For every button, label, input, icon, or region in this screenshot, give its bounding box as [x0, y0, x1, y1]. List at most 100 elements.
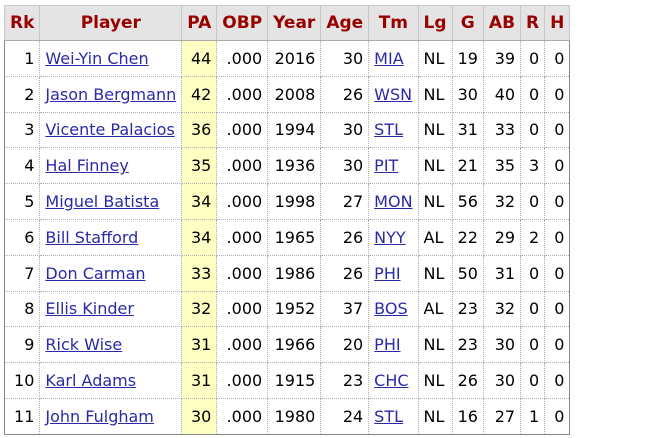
cell-rank: 5 [3, 183, 41, 220]
header-rank[interactable]: Rk [3, 5, 41, 41]
team-link[interactable]: NYY [374, 227, 406, 247]
cell-runs: 0 [520, 326, 546, 364]
cell-year: 2016 [267, 40, 322, 77]
cell-games: 50 [451, 254, 484, 292]
team-link[interactable]: MON [374, 192, 413, 212]
cell-hits: 0 [544, 75, 571, 113]
cell-hits: 0 [544, 111, 571, 149]
cell-age: 30 [320, 40, 370, 77]
cell-player: Wei-Yin Chen [39, 40, 183, 77]
player-link[interactable]: Vicente Palacios [45, 120, 175, 140]
cell-age: 37 [320, 290, 370, 328]
cell-rank: 3 [3, 111, 41, 149]
cell-team: CHC [368, 362, 419, 399]
player-link[interactable]: Karl Adams [45, 371, 137, 391]
cell-rank: 10 [3, 362, 41, 399]
header-at-bats[interactable]: AB [482, 5, 522, 41]
table-row: 11 John Fulgham 30.000 1980 24 STL NL 16 27 1 0 [3, 397, 571, 435]
team-link[interactable]: PHI [374, 335, 401, 355]
cell-year: 1936 [267, 147, 322, 185]
header-hits[interactable]: H [544, 5, 571, 41]
cell-player: Vicente Palacios [39, 111, 183, 149]
cell-year: 1915 [267, 362, 322, 399]
table-row: 6 Bill Stafford 34.000 1965 26 NYY AL 22 29 2 0 [3, 218, 571, 256]
player-link[interactable]: Hal Finney [45, 156, 129, 176]
team-link[interactable]: WSN [374, 84, 413, 104]
cell-rank: 8 [3, 290, 41, 328]
cell-at-bats: 29 [482, 218, 522, 256]
cell-runs: 1 [520, 397, 546, 435]
cell-hits: 0 [544, 218, 571, 256]
player-link[interactable]: Jason Bergmann [45, 84, 177, 104]
cell-rank: 6 [3, 218, 41, 256]
header-runs[interactable]: R [520, 5, 546, 41]
team-link[interactable]: PIT [374, 156, 399, 176]
cell-year: 1980 [267, 397, 322, 435]
player-link[interactable]: Miguel Batista [45, 192, 160, 212]
cell-games: 31 [451, 111, 484, 149]
player-link[interactable]: John Fulgham [45, 406, 154, 426]
team-link[interactable]: PHI [374, 263, 401, 283]
header-year[interactable]: Year [267, 5, 322, 41]
cell-player: Karl Adams [39, 362, 183, 399]
cell-age: 26 [320, 75, 370, 113]
cell-runs: 0 [520, 183, 546, 220]
header-league[interactable]: Lg [417, 5, 453, 41]
player-link[interactable]: Rick Wise [45, 335, 123, 355]
header-team[interactable]: Tm [368, 5, 419, 41]
cell-hits: 0 [544, 40, 571, 77]
cell-pa: 36 [181, 111, 218, 149]
cell-hits: 0 [544, 147, 571, 185]
header-games[interactable]: G [451, 5, 484, 41]
cell-hits: 0 [544, 254, 571, 292]
cell-rank: 4 [3, 147, 41, 185]
header-age[interactable]: Age [320, 5, 370, 41]
cell-obp: .000 [216, 290, 269, 328]
cell-rank: 2 [3, 75, 41, 113]
player-link[interactable]: Ellis Kinder [45, 299, 134, 319]
cell-runs: 2 [520, 218, 546, 256]
cell-year: 1952 [267, 290, 322, 328]
cell-pa: 42 [181, 75, 218, 113]
cell-obp: .000 [216, 362, 269, 399]
cell-obp: .000 [216, 183, 269, 220]
cell-at-bats: 33 [482, 111, 522, 149]
cell-hits: 0 [544, 290, 571, 328]
cell-player: John Fulgham [39, 397, 183, 435]
cell-hits: 0 [544, 397, 571, 435]
team-link[interactable]: CHC [374, 371, 409, 391]
cell-age: 27 [320, 183, 370, 220]
cell-player: Ellis Kinder [39, 290, 183, 328]
player-link[interactable]: Bill Stafford [45, 227, 139, 247]
team-link[interactable]: BOS [374, 299, 408, 319]
team-link[interactable]: STL [374, 406, 404, 426]
cell-runs: 0 [520, 111, 546, 149]
player-link[interactable]: Wei-Yin Chen [45, 48, 149, 68]
cell-games: 23 [451, 290, 484, 328]
header-player[interactable]: Player [39, 5, 183, 41]
cell-league: NL [417, 111, 453, 149]
header-obp[interactable]: OBP [216, 5, 269, 41]
cell-obp: .000 [216, 111, 269, 149]
header-pa[interactable]: PA [181, 5, 218, 41]
cell-games: 21 [451, 147, 484, 185]
team-link[interactable]: STL [374, 120, 404, 140]
cell-at-bats: 39 [482, 40, 522, 77]
cell-age: 26 [320, 254, 370, 292]
cell-league: NL [417, 397, 453, 435]
player-link[interactable]: Don Carman [45, 263, 146, 283]
cell-runs: 0 [520, 254, 546, 292]
cell-pa: 44 [181, 40, 218, 77]
cell-player: Rick Wise [39, 326, 183, 364]
cell-games: 16 [451, 397, 484, 435]
cell-rank: 7 [3, 254, 41, 292]
table-row: 1 Wei-Yin Chen 44.000 2016 30 MIA NL 19 39 0 0 [3, 40, 571, 77]
cell-team: MON [368, 183, 419, 220]
team-link[interactable]: MIA [374, 48, 404, 68]
cell-age: 20 [320, 326, 370, 364]
cell-runs: 0 [520, 290, 546, 328]
cell-team: STL [368, 111, 419, 149]
cell-obp: .000 [216, 397, 269, 435]
cell-team: PHI [368, 326, 419, 364]
cell-team: PHI [368, 254, 419, 292]
